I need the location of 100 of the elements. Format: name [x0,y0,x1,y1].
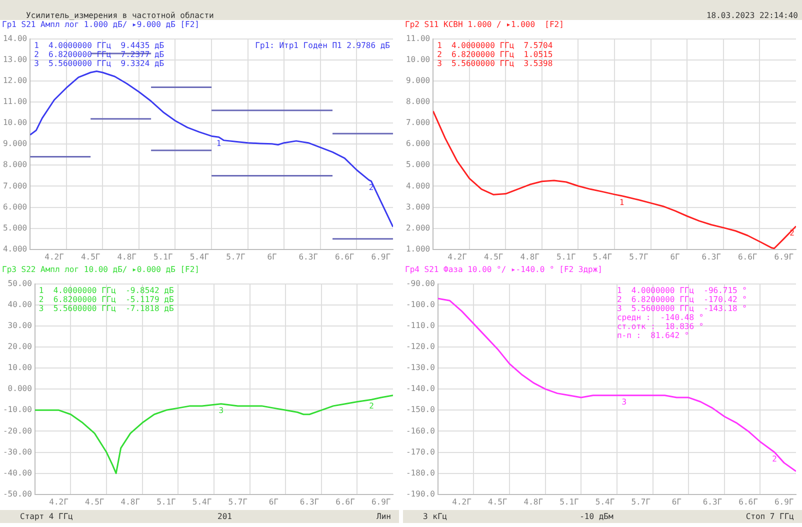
y-tick-label: -140.0 [406,384,436,394]
chart-subtitle: Гр3 S22 Ампл лог 10.00 дБ/ ▸0.000 дБ [F2] [1,265,200,276]
x-tick-label: 5.4Г [592,252,612,262]
annotation: 2 6.8200000 ГГц -170.42 ° [616,294,747,304]
x-tick-label: 4.2Г [44,252,64,262]
annotation: 1 [619,198,624,207]
x-tick-label: 4.5Г [488,497,508,506]
x-tick-label: 4.8Г [524,497,544,506]
y-tick-label: 7.000 [406,118,430,128]
x-tick-label: 5.1Г [556,252,576,262]
x-tick-label: 6.9Г [774,252,794,262]
y-tick-label: 30.00 [8,321,32,330]
x-tick-label: 6.9Г [371,252,391,262]
x-tick-label: 4.5Г [80,252,100,262]
annotation: 3 [218,406,224,415]
y-tick-label: -90.00 [406,278,436,288]
y-tick-label: -50.00 [2,489,32,498]
annotation: 2 [368,183,374,192]
annotation: 3 5.5600000 ГГц -143.18 ° [616,304,747,313]
annotation: 3 5.5600000 ГГц -7.1818 дБ [38,304,174,313]
annotation: ст.отк : 18.836 ° [616,322,704,331]
annotation: 3 [622,397,627,406]
x-tick-label: 5.4Г [190,252,210,262]
x-tick-label: 6.3Г [702,497,722,506]
y-tick-label: 9.000 [2,139,28,148]
x-tick-label: 5.1Г [156,497,176,506]
y-tick-label: 10.00 [406,54,430,64]
chart-subtitle: Гр2 S11 КСВН 1.000 / ▸1.000 [F2] [404,20,565,31]
annotation: 1 [216,139,222,148]
annotation: 1 4.0000000 ГГц 9.4435 дБ [34,40,164,50]
x-tick-label: 6.6Г [334,252,354,262]
y-tick-label: 14.00 [2,34,28,43]
y-tick-label: 12.00 [2,76,28,85]
annotation: средн : -140.48 ° [616,312,704,322]
y-tick-label: 13.00 [2,54,28,64]
y-tick-label: 7.000 [2,181,28,190]
x-tick-label: 6Г [267,252,278,262]
x-tick-label: 6.6Г [336,497,356,506]
chart-subtitle: Гр1 S21 Ампл лог 1.000 дБ/ ▸9.000 дБ [F2] [1,20,200,31]
x-tick-label: 6.6Г [738,497,758,506]
x-tick-label: 5.1Г [154,252,173,262]
x-tick-label: 5.1Г [560,497,580,506]
y-tick-label: 6.000 [406,139,430,148]
x-tick-label: 6.6Г [738,252,758,262]
y-tick-label: -180.0 [406,468,436,478]
x-tick-label: 4.8Г [117,252,137,262]
x-tick-label: 5.4Г [595,497,615,506]
y-tick-label: 11.00 [406,34,430,43]
chart-title: 18.03.2023 22:14:40 [706,11,798,20]
annotation: 3 5.5600000 ГГц 3.5398 [437,58,553,68]
y-tick-label: -100.0 [406,300,436,309]
x-tick-label: 6Г [670,252,680,262]
chart-subtitle: Гр4 S21 Фаза 10.00 °/ ▸-140.0 ° [F2 Здрж] [404,265,604,276]
y-tick-label: 40.00 [8,300,32,309]
y-tick-label: 2.000 [406,223,430,232]
x-tick-label: 6.9Г [371,497,391,506]
annotation: п-п : 81.642 ° [616,330,690,340]
annotation: 2 6.8200000 ГГц -5.1179 дБ [38,294,174,304]
x-tick-label: 4.5Г [84,497,104,506]
x-tick-label: 5.4Г [192,497,212,506]
x-tick-label: 6.3Г [300,497,320,506]
x-tick-label: 6Г [268,497,279,506]
annotation: Гр1: Итр1 Годен П1 2.9786 дБ [255,40,390,50]
chart-title: Усилитель_измерения в частотной области [26,11,214,20]
y-tick-label: -10.00 [2,405,32,414]
y-tick-label: 5.000 [2,223,28,232]
y-tick-label: -190.0 [406,489,436,498]
y-tick-label: 8.000 [2,160,28,170]
x-tick-label: 4.8Г [120,497,140,506]
y-tick-label: -120.0 [406,342,436,352]
annotation: 2 6.8200000 ГГц 1.0515 [437,50,553,59]
y-tick-label: 4.000 [406,181,430,190]
y-tick-label: 3.000 [406,202,430,212]
x-tick-label: 6.9Г [774,497,794,506]
x-tick-label: 6Г [672,497,682,506]
x-tick-label: 4.2Г [448,252,468,262]
x-tick-label: 4.2Г [49,497,69,506]
y-tick-label: -170.0 [406,447,436,456]
y-tick-label: 10.00 [2,118,28,128]
x-tick-label: 4.5Г [484,252,504,262]
y-tick-label: 11.00 [2,97,28,106]
y-tick-label: 9.000 [406,76,430,85]
annotation: 2 [772,454,778,464]
x-tick-label: 4.2Г [452,497,472,506]
y-tick-label: -150.0 [406,405,436,414]
x-tick-label: 6.3Г [298,252,318,262]
y-tick-label: -110.0 [406,321,436,330]
y-tick-label: 0.000 [8,384,32,394]
y-tick-label: 1.000 [406,244,430,254]
y-tick-label: 10.00 [8,363,32,372]
annotation: 1 4.0000000 ГГц -96.715 ° [616,286,747,295]
y-tick-label: -130.0 [406,363,436,372]
annotation: 1 4.0000000 ГГц -9.8542 дБ [38,286,174,295]
y-tick-label: -20.00 [2,426,32,436]
text: Старт 4 ГГц 201 Лин [20,512,391,521]
y-tick-label: -30.00 [2,447,32,456]
x-tick-label: 5.7Г [631,497,651,506]
annotation: 2 [369,402,374,411]
y-tick-label: -160.0 [406,426,436,436]
text: 3 кГц -10 дБм Стоп 7 ГГц [423,512,794,521]
